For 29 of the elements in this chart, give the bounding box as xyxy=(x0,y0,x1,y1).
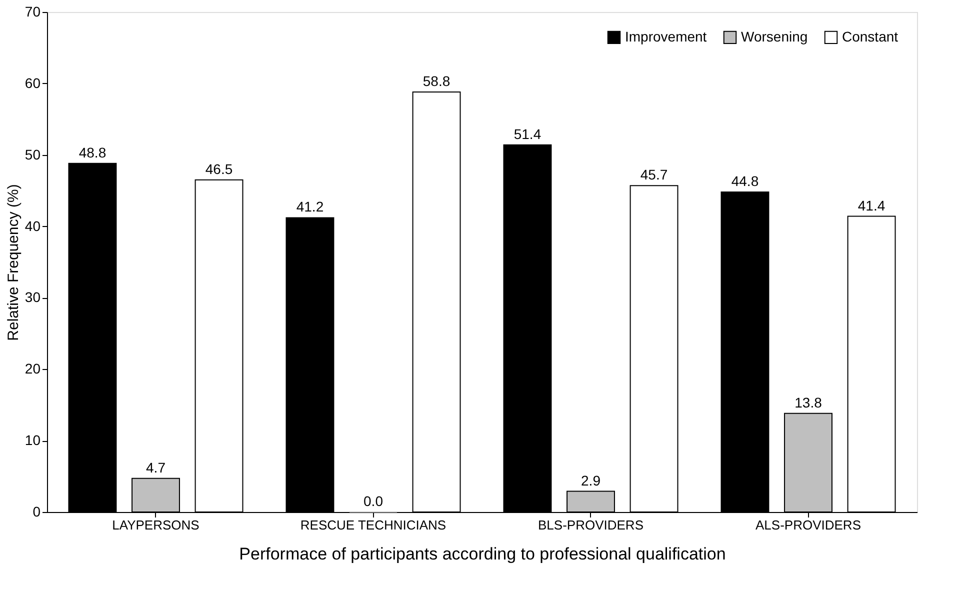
data-label: 46.5 xyxy=(205,160,233,177)
y-axis-title: Relative Frequency (%) xyxy=(4,184,22,341)
data-label: 41.4 xyxy=(858,197,886,214)
x-tick-label: BLS-PROVIDERS xyxy=(538,518,644,532)
y-tick-label: 50 xyxy=(24,146,41,162)
data-label: 0.0 xyxy=(364,493,384,509)
legend-label: Constant xyxy=(842,28,898,44)
y-tick-label: 40 xyxy=(24,218,41,234)
legend-label: Worsening xyxy=(741,28,808,44)
x-tick-label: RESCUE TECHNICIANS xyxy=(300,518,446,532)
x-tick-label: ALS-PROVIDERS xyxy=(756,518,862,532)
data-label: 44.8 xyxy=(731,173,759,189)
data-label: 41.2 xyxy=(296,198,324,215)
x-tick-label: LAYPERSONS xyxy=(112,518,200,532)
data-label: 13.8 xyxy=(794,394,822,410)
y-tick-label: 10 xyxy=(24,432,41,448)
legend-label: Improvement xyxy=(625,28,707,44)
data-label: 48.8 xyxy=(78,144,106,160)
data-label: 45.7 xyxy=(640,166,668,183)
y-tick-label: 20 xyxy=(24,360,41,377)
y-tick-label: 60 xyxy=(24,74,41,91)
x-axis-title: Performace of participants according to professional qualification xyxy=(239,544,726,564)
data-label: 2.9 xyxy=(581,472,601,488)
data-label: 58.8 xyxy=(422,73,450,89)
data-label: 51.4 xyxy=(514,126,542,142)
y-tick-label: 0 xyxy=(32,504,41,520)
data-label: 4.7 xyxy=(146,459,166,476)
y-tick-label: 30 xyxy=(24,289,41,306)
y-tick-label: 70 xyxy=(24,4,41,20)
